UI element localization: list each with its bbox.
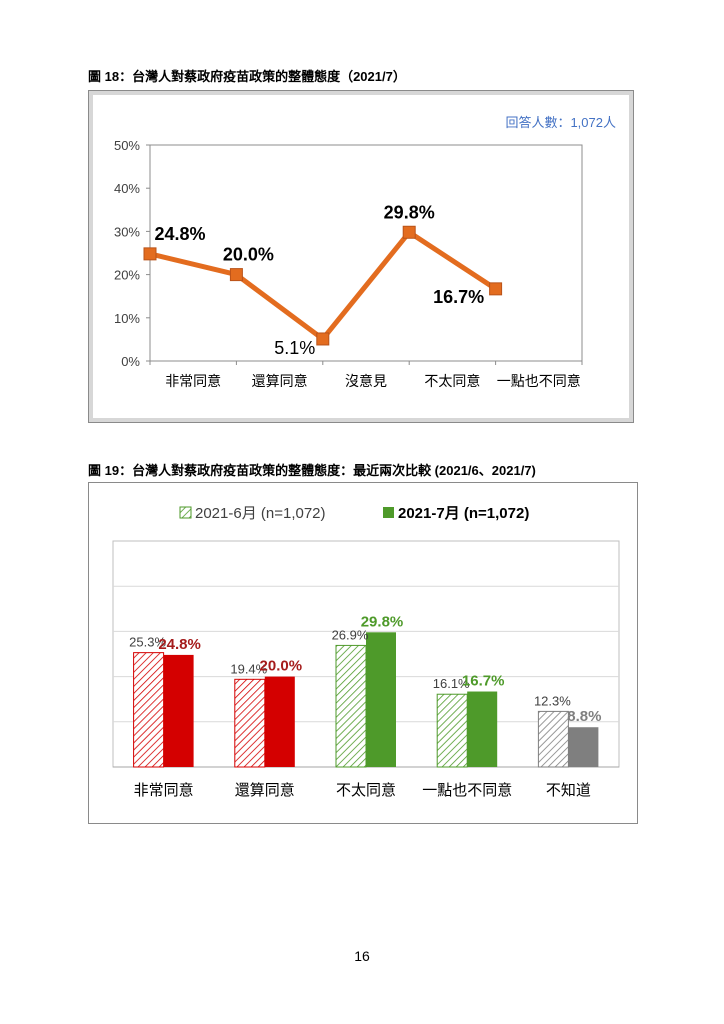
line-chart: 0% 10% 20% 30% 40% 50% 非常同意 還算同意 沒意見 不太同意 一點也不同意 24… <box>114 115 616 389</box>
bar-2021-06 <box>234 678 266 768</box>
data-label: 24.8% <box>154 224 205 244</box>
data-point <box>316 332 330 346</box>
data-point <box>143 247 157 261</box>
x-tick-label: 一點也不同意 <box>497 373 581 389</box>
y-tick-label: 50% <box>114 138 140 153</box>
bar-2021-06 <box>335 644 367 768</box>
series-line <box>149 229 497 342</box>
x-tick-label: 沒意見 <box>345 373 387 389</box>
line-chart-frame: 0% 10% 20% 30% 40% 50% 非常同意 還算同意 沒意見 不太同意 一點也不同意 24… <box>88 90 634 423</box>
y-tick-label: 10% <box>114 311 140 326</box>
data-label: 16.7% <box>433 287 484 307</box>
bar-label-2021-06: 25.3% <box>129 635 166 650</box>
bar-2021-07 <box>467 691 498 767</box>
data-label: 5.1% <box>274 338 315 358</box>
data-label: 29.8% <box>384 202 435 222</box>
x-tick-label: 非常同意 <box>165 373 221 389</box>
y-tick-label: 0% <box>121 354 140 369</box>
bar-2021-06 <box>537 710 569 768</box>
legend-label-2021-06: 2021-6月 (n=1,072) <box>195 505 326 522</box>
respondents-note: 回答人數：1,072人 <box>505 115 616 130</box>
legend-swatch-2021-06 <box>179 506 192 519</box>
x-tick-label: 不太同意 <box>336 781 396 799</box>
bar-label-2021-06: 19.4% <box>230 661 267 676</box>
bar-2021-07 <box>264 676 295 767</box>
bar-2021-07 <box>568 727 599 767</box>
figure-19-caption: 圖 19：台灣人對蔡政府疫苗政策的整體態度：最近兩次比較 (2021/6、202… <box>88 463 536 478</box>
y-tick-label: 40% <box>114 181 140 196</box>
bar-2021-06 <box>436 693 468 768</box>
figure-18-caption: 圖 18：台灣人對蔡政府疫苗政策的整體態度（2021/7） <box>88 69 406 84</box>
x-tick-label: 非常同意 <box>134 781 194 799</box>
x-tick-label: 不太同意 <box>424 373 480 389</box>
legend-label-2021-07: 2021-7月 (n=1,072) <box>398 505 529 522</box>
bar-label-2021-06: 16.1% <box>433 676 470 691</box>
data-point <box>229 268 243 282</box>
bar-2021-07 <box>366 632 396 767</box>
bar-label-2021-07: 16.7% <box>462 673 505 690</box>
x-tick-label: 不知道 <box>546 782 591 799</box>
bar-chart: 25.3%24.8% 非常同意 19.4%20.0% 還算同意 26.9%29.8% 不太… <box>112 505 620 799</box>
bar-chart-frame: 25.3% 24.8% 非常同意 19.4% 20.0% 還算同意 26.9% 29.8% 不太… <box>88 482 638 824</box>
plot-area <box>149 144 583 362</box>
bar-label-2021-07: 20.0% <box>260 658 303 675</box>
y-tick-label: 20% <box>114 268 140 283</box>
bar-2021-07 <box>163 654 194 767</box>
data-point <box>402 225 416 239</box>
data-label: 20.0% <box>223 245 274 265</box>
bar-2021-06 <box>133 652 165 768</box>
x-tick-label: 一點也不同意 <box>422 781 512 799</box>
bar-label-2021-06: 12.3% <box>534 693 571 708</box>
bar-label-2021-06: 26.9% <box>332 627 369 642</box>
x-tick-label: 還算同意 <box>252 373 308 389</box>
bar-label-2021-07: 29.8% <box>361 613 404 630</box>
bar-label-2021-07: 8.8% <box>567 708 601 725</box>
data-point <box>489 282 503 296</box>
x-tick-label: 還算同意 <box>235 781 295 799</box>
y-tick-label: 30% <box>114 224 140 239</box>
page-number: 16 <box>354 948 370 964</box>
legend-swatch-2021-07 <box>383 507 394 518</box>
bar-label-2021-07: 24.8% <box>158 636 201 653</box>
